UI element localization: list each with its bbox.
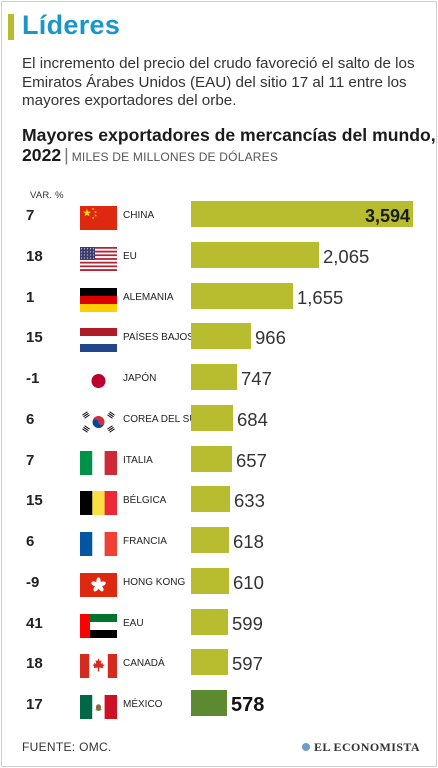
data-label: 747 — [241, 368, 272, 389]
data-label: 657 — [236, 449, 267, 471]
bar — [191, 445, 232, 472]
chart-row: 18 CANADÁ 597 — [0, 644, 438, 684]
france-flag-icon — [80, 532, 117, 556]
chart-row: 6 FRANCIA 618 — [0, 522, 438, 562]
category-label: EU — [123, 250, 137, 262]
bar — [191, 364, 237, 390]
var-pct-label: 15 — [26, 492, 43, 510]
var-column-header: VAR. % — [30, 190, 64, 201]
category-label: HONG KONG — [123, 576, 186, 588]
bar — [191, 608, 228, 635]
us-flag-icon — [80, 246, 117, 271]
category-label: CHINA — [123, 210, 155, 221]
bar — [191, 201, 413, 227]
var-pct-label: 17 — [26, 696, 43, 713]
data-label: 597 — [232, 653, 263, 675]
category-label: PAÍSES BAJOS — [123, 332, 194, 344]
bar — [191, 567, 229, 594]
var-pct-label: 1 — [26, 288, 35, 306]
var-pct-label: 6 — [26, 533, 35, 550]
bar — [191, 323, 251, 350]
china-flag-icon — [80, 206, 117, 230]
chart-title: Mayores exportadores de mercancías del m… — [22, 125, 436, 165]
data-label: 578 — [231, 694, 265, 716]
bar — [191, 404, 233, 431]
category-label: COREA DEL SUR — [123, 413, 204, 425]
category-label: MÉXICO — [123, 699, 163, 710]
netherlands-flag-icon — [80, 328, 117, 353]
var-pct-label: 7 — [26, 451, 35, 469]
chart-title-block: Mayores exportadores de mercancías del m… — [22, 125, 438, 167]
data-label: 610 — [233, 571, 264, 593]
data-label: 3,594 — [364, 206, 410, 226]
category-label: ALEMANIA — [123, 291, 174, 303]
brand-logo: EL ECONOMISTA — [302, 740, 420, 755]
data-label: 599 — [232, 612, 263, 634]
var-pct-label: 15 — [26, 329, 43, 347]
bar — [191, 241, 319, 268]
source-note: FUENTE: OMC. — [22, 740, 112, 754]
chart-row: 7 ITALIA 657 — [0, 441, 438, 481]
south-korea-flag-icon — [80, 409, 117, 434]
category-label: EAU — [123, 617, 144, 629]
title-separator: | — [64, 144, 69, 165]
chart-unit: MILES DE MILLONES DE DÓLARES — [71, 149, 279, 164]
chart-row: 7 CHINA 3,594 — [0, 196, 438, 236]
brand-name: EL ECONOMISTA — [314, 740, 420, 754]
chart-row: 1 ALEMANIA 1,655 — [0, 278, 438, 318]
category-label: ITALIA — [123, 454, 153, 466]
mexico-flag-icon — [80, 695, 117, 719]
chart-row: 41 EAU 599 — [0, 604, 438, 644]
var-pct-label: -1 — [26, 370, 40, 387]
canada-flag-icon — [80, 654, 117, 679]
data-label: 633 — [234, 490, 265, 512]
data-label: 2,065 — [323, 245, 370, 267]
headline: Líderes — [22, 10, 121, 40]
bar — [191, 649, 228, 676]
germany-flag-icon — [80, 287, 117, 312]
var-pct-label: 7 — [26, 207, 35, 224]
bar — [191, 690, 227, 716]
uae-flag-icon — [80, 613, 117, 638]
data-label: 684 — [237, 408, 268, 430]
japan-flag-icon — [80, 369, 117, 393]
chart-row: 18 EU 2,065 — [0, 237, 438, 277]
chart-row: -9 HONG KONG 610 — [0, 563, 438, 603]
category-label: CANADÁ — [123, 658, 165, 670]
chart-row: 6 COREA DEL SUR 684 — [0, 400, 438, 440]
var-pct-label: 18 — [26, 247, 43, 265]
data-label: 618 — [233, 531, 264, 552]
category-label: BÉLGICA — [123, 495, 167, 507]
bar — [191, 486, 230, 513]
bar — [191, 282, 293, 309]
chart-row: 15 BÉLGICA 633 — [0, 481, 438, 521]
chart-row: 17 MÉXICO 578 — [0, 685, 438, 725]
chart-row: -1 JAPÓN 747 — [0, 359, 438, 399]
data-label: 1,655 — [297, 286, 344, 308]
bar — [191, 527, 229, 553]
var-pct-label: 6 — [26, 410, 35, 428]
var-pct-label: 18 — [26, 655, 43, 673]
belgium-flag-icon — [80, 491, 117, 516]
dek-text: El incremento del precio del crudo favor… — [22, 55, 415, 110]
category-label: FRANCIA — [123, 536, 167, 547]
el-economista-logo-icon — [302, 743, 310, 751]
data-label: 966 — [255, 327, 286, 349]
var-pct-label: 41 — [26, 614, 43, 632]
chart-row: 15 PAÍSES BAJOS 966 — [0, 318, 438, 358]
italy-flag-icon — [80, 450, 117, 475]
hong-kong-flag-icon — [80, 572, 117, 597]
category-label: JAPÓN — [123, 373, 157, 384]
var-pct-label: -9 — [26, 573, 40, 591]
title-accent-bar — [8, 14, 14, 40]
